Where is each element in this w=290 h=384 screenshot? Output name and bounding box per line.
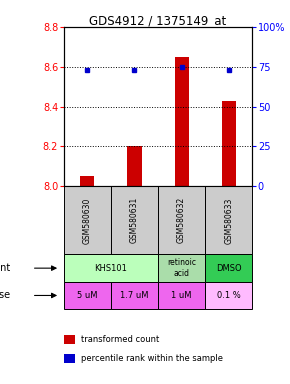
Bar — [175, 57, 189, 186]
Bar — [222, 101, 236, 186]
Text: 5 uM: 5 uM — [77, 291, 98, 300]
Bar — [111, 282, 158, 309]
Text: transformed count: transformed count — [81, 335, 160, 344]
Text: agent: agent — [0, 263, 11, 273]
Text: GSM580632: GSM580632 — [177, 197, 186, 243]
Text: GSM580631: GSM580631 — [130, 197, 139, 243]
Bar — [158, 186, 205, 255]
Bar — [205, 186, 252, 255]
Text: GSM580630: GSM580630 — [83, 197, 92, 243]
Text: dose: dose — [0, 290, 11, 300]
Text: 1.7 uM: 1.7 uM — [120, 291, 149, 300]
Text: GSM580633: GSM580633 — [224, 197, 233, 243]
Bar — [205, 255, 252, 282]
Text: percentile rank within the sample: percentile rank within the sample — [81, 354, 223, 363]
Bar — [205, 282, 252, 309]
Text: KHS101: KHS101 — [95, 264, 127, 273]
Bar — [158, 255, 205, 282]
Bar — [127, 146, 142, 186]
Text: DMSO: DMSO — [216, 264, 242, 273]
Text: 1 uM: 1 uM — [171, 291, 192, 300]
Bar — [64, 255, 158, 282]
Bar — [158, 282, 205, 309]
Bar — [111, 186, 158, 255]
Bar — [64, 186, 111, 255]
Text: retinoic
acid: retinoic acid — [167, 258, 196, 278]
Bar — [80, 176, 95, 186]
Text: 0.1 %: 0.1 % — [217, 291, 241, 300]
Title: GDS4912 / 1375149_at: GDS4912 / 1375149_at — [89, 14, 227, 27]
Bar — [64, 282, 111, 309]
